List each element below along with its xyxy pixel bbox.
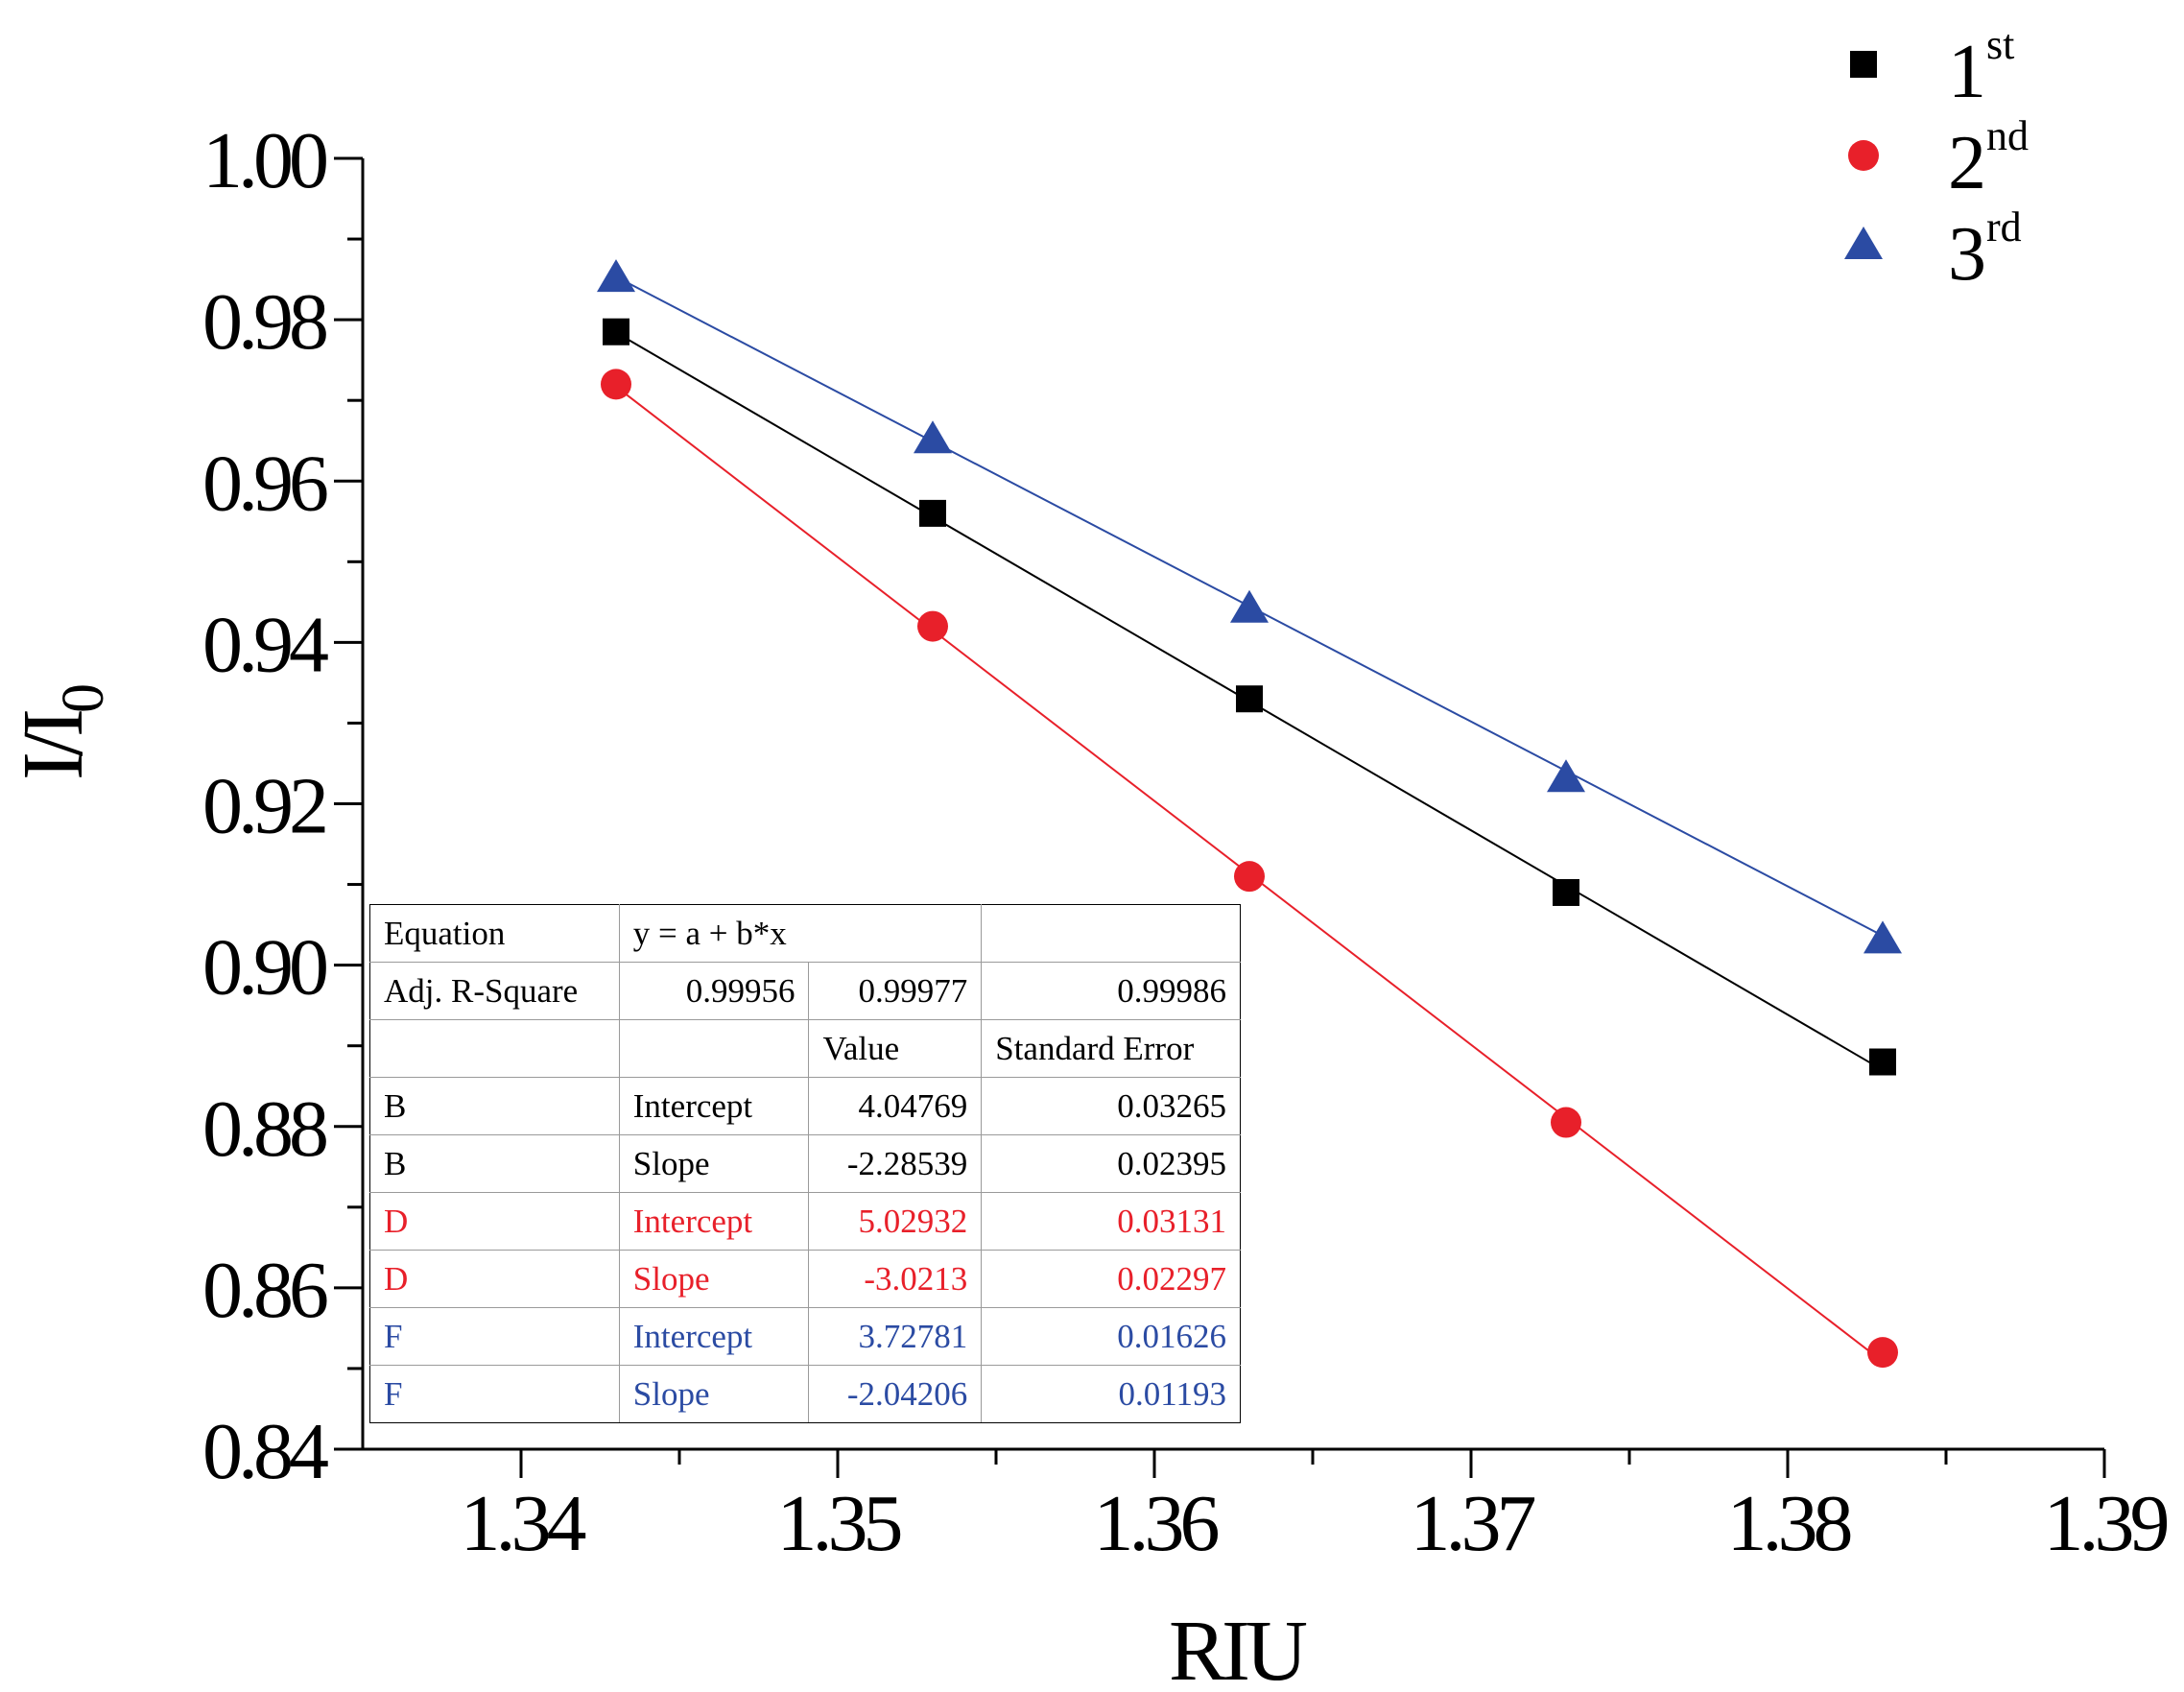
table-row: D Slope -3.0213 0.02297 xyxy=(369,1250,1241,1308)
data-point-series-3 xyxy=(914,420,952,454)
table-header-row: Value Standard Error xyxy=(369,1019,1241,1078)
equation-label: Equation xyxy=(369,904,620,963)
data-point-series-2 xyxy=(601,369,631,400)
standard-error-cell: 0.01193 xyxy=(981,1365,1241,1423)
adj-r-square-label: Adj. R-Square xyxy=(369,962,620,1020)
legend-label-series-3: 3rd xyxy=(1948,203,2022,297)
y-tick-label: 0.92 xyxy=(202,762,325,851)
y-tick-label: 0.96 xyxy=(202,439,327,528)
legend-label-number: 1 xyxy=(1948,30,1986,114)
table-row: F Slope -2.04206 0.01193 xyxy=(369,1365,1241,1423)
series-cell: D xyxy=(369,1250,620,1308)
series-cell: F xyxy=(369,1307,620,1366)
data-point-series-3 xyxy=(597,259,635,293)
y-tick-label: 0.94 xyxy=(202,600,328,689)
table-row: F Intercept 3.72781 0.01626 xyxy=(369,1307,1241,1366)
parameter-cell: Slope xyxy=(618,1250,810,1308)
series-cell: B xyxy=(369,1077,620,1135)
x-tick-label: 1.38 xyxy=(1727,1479,1851,1568)
adj-r-square-value: 0.99977 xyxy=(808,962,983,1020)
legend-label-number: 2 xyxy=(1948,121,1986,205)
parameter-cell: Slope xyxy=(618,1365,810,1423)
parameter-cell: Intercept xyxy=(618,1192,810,1251)
y-tick-label: 0.86 xyxy=(202,1246,327,1335)
data-point-series-1 xyxy=(919,499,946,527)
value-cell: -2.28539 xyxy=(808,1134,983,1193)
series-cell: D xyxy=(369,1192,620,1251)
legend-label-series-1: 1st xyxy=(1948,21,2014,114)
x-tick-label: 1.39 xyxy=(2044,1479,2168,1568)
x-tick-label: 1.34 xyxy=(461,1479,586,1568)
legend-marker-series-1 xyxy=(1850,51,1877,78)
data-point-series-1 xyxy=(603,318,629,346)
table-row-adj-r-square: Adj. R-Square 0.99956 0.99977 0.99986 xyxy=(369,962,1241,1020)
parameter-cell: Slope xyxy=(618,1134,810,1193)
adj-r-square-value: 0.99986 xyxy=(981,962,1241,1020)
markers xyxy=(597,259,1902,1369)
y-tick-label: 1.00 xyxy=(202,116,326,205)
data-point-series-3 xyxy=(1547,759,1585,793)
legend-marker-series-3 xyxy=(1844,226,1883,259)
value-cell: -2.04206 xyxy=(808,1365,983,1423)
x-tick-label: 1.36 xyxy=(1094,1479,1219,1568)
data-point-series-1 xyxy=(1236,685,1263,713)
table-row: D Intercept 5.02932 0.03131 xyxy=(369,1192,1241,1251)
data-point-series-2 xyxy=(1551,1107,1581,1138)
y-tick-label: 0.84 xyxy=(202,1407,328,1496)
empty-cell xyxy=(618,1019,810,1078)
data-point-series-1 xyxy=(1869,1048,1896,1076)
standard-error-cell: 0.02395 xyxy=(981,1134,1241,1193)
table-row-equation: Equation y = a + b*x xyxy=(369,904,1241,963)
x-tick-label: 1.37 xyxy=(1411,1479,1535,1568)
y-tick-label: 0.90 xyxy=(202,923,326,1013)
value-header: Value xyxy=(808,1019,983,1078)
empty-cell xyxy=(981,904,1241,963)
standard-error-cell: 0.03131 xyxy=(981,1192,1241,1251)
standard-error-cell: 0.03265 xyxy=(981,1077,1241,1135)
data-point-series-3 xyxy=(1230,589,1269,623)
parameter-cell: Intercept xyxy=(618,1307,810,1366)
x-axis-title: RIU xyxy=(1169,1604,1307,1692)
fit-results-table: Equation y = a + b*x Adj. R-Square 0.999… xyxy=(369,904,1241,1423)
standard-error-cell: 0.01626 xyxy=(981,1307,1241,1366)
empty-cell xyxy=(369,1019,620,1078)
data-point-series-2 xyxy=(917,610,948,642)
x-tick-label: 1.35 xyxy=(777,1479,901,1568)
series-cell: F xyxy=(369,1365,620,1423)
standard-error-header: Standard Error xyxy=(981,1019,1241,1078)
series-cell: B xyxy=(369,1134,620,1193)
value-cell: 5.02932 xyxy=(808,1192,983,1251)
axes: 0.84 0.86 0.88 0.90 0.92 0.94 0.96 0.98 1.00 1.34… xyxy=(202,116,2172,1568)
legend-label-superscript: st xyxy=(1986,21,2014,68)
legend-label-superscript: nd xyxy=(1986,112,2029,159)
value-cell: 3.72781 xyxy=(808,1307,983,1366)
data-point-series-3 xyxy=(1864,920,1902,954)
adj-r-square-value: 0.99956 xyxy=(618,962,810,1020)
legend-label-number: 3 xyxy=(1948,212,1986,297)
standard-error-cell: 0.02297 xyxy=(981,1250,1241,1308)
legend-marker-series-2 xyxy=(1848,140,1879,171)
legend-label-superscript: rd xyxy=(1986,203,2022,250)
data-point-series-2 xyxy=(1867,1337,1898,1369)
table-row: B Intercept 4.04769 0.03265 xyxy=(369,1077,1241,1135)
equation-value: y = a + b*x xyxy=(618,904,983,963)
table-row: B Slope -2.28539 0.02395 xyxy=(369,1134,1241,1193)
y-axis-title-main: I/I xyxy=(6,711,101,780)
data-point-series-2 xyxy=(1234,861,1265,893)
parameter-cell: Intercept xyxy=(618,1077,810,1135)
y-axis-title: I/I0 xyxy=(6,685,116,780)
y-tick-label: 0.88 xyxy=(202,1084,326,1174)
legend-label-series-2: 2nd xyxy=(1948,112,2029,205)
value-cell: 4.04769 xyxy=(808,1077,983,1135)
y-axis-title-subscript: 0 xyxy=(51,685,116,713)
y-tick-label: 0.98 xyxy=(202,277,326,367)
data-point-series-1 xyxy=(1553,878,1579,906)
value-cell: -3.0213 xyxy=(808,1250,983,1308)
